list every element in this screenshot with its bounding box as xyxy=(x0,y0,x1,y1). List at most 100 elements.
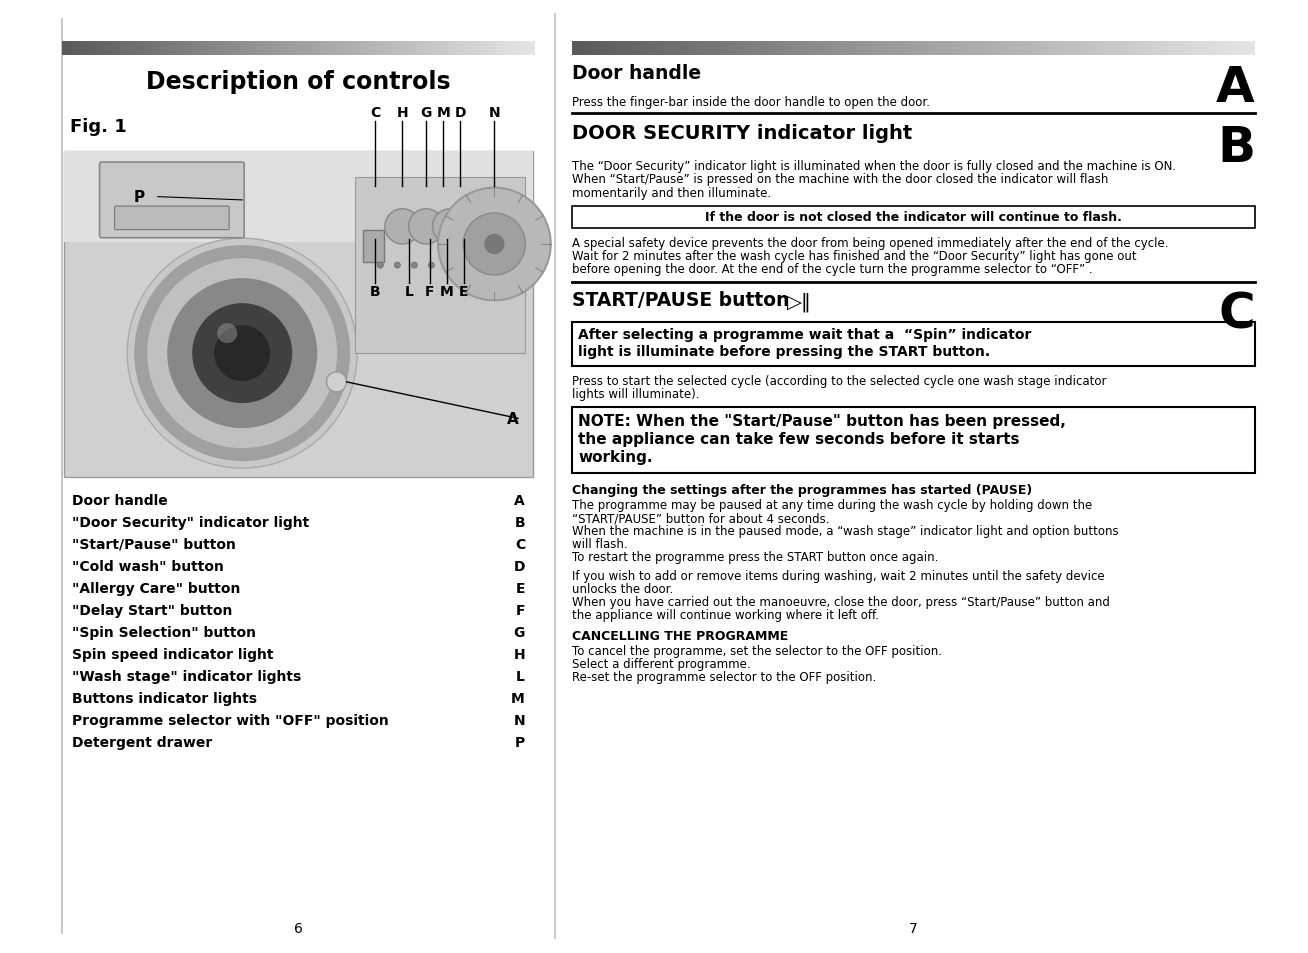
Text: Door handle: Door handle xyxy=(72,494,167,507)
Circle shape xyxy=(135,246,351,461)
FancyBboxPatch shape xyxy=(99,163,245,238)
Text: before opening the door. At the end of the cycle turn the programme selector to : before opening the door. At the end of t… xyxy=(572,263,1092,276)
Text: H: H xyxy=(396,106,408,120)
Circle shape xyxy=(394,263,400,269)
Text: Select a different programme.: Select a different programme. xyxy=(572,658,751,670)
Bar xyxy=(354,178,525,354)
Text: "Cold wash" button: "Cold wash" button xyxy=(72,559,224,574)
Text: lights will illuminate).: lights will illuminate). xyxy=(572,388,700,401)
Bar xyxy=(572,206,1254,229)
Text: M: M xyxy=(437,106,450,120)
Text: Programme selector with "OFF" position: Programme selector with "OFF" position xyxy=(72,713,388,727)
Circle shape xyxy=(167,279,318,429)
Text: F: F xyxy=(515,603,525,618)
Circle shape xyxy=(433,210,468,245)
Circle shape xyxy=(484,234,505,254)
Text: "Delay Start" button: "Delay Start" button xyxy=(72,603,233,618)
FancyBboxPatch shape xyxy=(115,207,229,231)
Text: "Wash stage" indicator lights: "Wash stage" indicator lights xyxy=(72,669,301,683)
Text: A: A xyxy=(1216,64,1254,112)
Text: To restart the programme press the START button once again.: To restart the programme press the START… xyxy=(572,551,938,563)
Text: Detergent drawer: Detergent drawer xyxy=(72,735,212,749)
Text: Description of controls: Description of controls xyxy=(146,70,451,94)
Text: Wait for 2 minutes after the wash cycle has finished and the “Door Security” lig: Wait for 2 minutes after the wash cycle … xyxy=(572,250,1137,263)
Text: Re-set the programme selector to the OFF position.: Re-set the programme selector to the OFF… xyxy=(572,670,876,683)
Text: momentarily and then illuminate.: momentarily and then illuminate. xyxy=(572,187,772,200)
Text: E: E xyxy=(515,581,525,596)
Text: C: C xyxy=(1218,291,1254,338)
Text: Buttons indicator lights: Buttons indicator lights xyxy=(72,691,256,705)
Text: unlocks the door.: unlocks the door. xyxy=(572,582,674,596)
Text: To cancel the programme, set the selector to the OFF position.: To cancel the programme, set the selecto… xyxy=(572,644,942,658)
Text: Fig. 1: Fig. 1 xyxy=(71,118,127,136)
Circle shape xyxy=(217,324,237,344)
Text: NOTE: When the "Start/Pause" button has been pressed,: NOTE: When the "Start/Pause" button has … xyxy=(578,414,1066,429)
Text: "Start/Pause" button: "Start/Pause" button xyxy=(72,537,235,552)
Text: 7: 7 xyxy=(909,921,918,935)
Circle shape xyxy=(327,373,347,393)
Bar xyxy=(64,152,532,243)
Text: B: B xyxy=(514,516,525,530)
Text: If you wish to add or remove items during washing, wait 2 minutes until the safe: If you wish to add or remove items durin… xyxy=(572,569,1105,582)
Bar xyxy=(572,408,1254,474)
Circle shape xyxy=(463,213,526,275)
Bar xyxy=(364,231,383,262)
Circle shape xyxy=(127,239,357,469)
Text: When the machine is in the paused mode, a “wash stage” indicator light and optio: When the machine is in the paused mode, … xyxy=(572,524,1118,537)
Text: When you have carried out the manoeuvre, close the door, press “Start/Pause” but: When you have carried out the manoeuvre,… xyxy=(572,596,1110,608)
Text: Changing the settings after the programmes has started (PAUSE): Changing the settings after the programm… xyxy=(572,483,1032,497)
Text: "Spin Selection" button: "Spin Selection" button xyxy=(72,625,256,639)
Text: A: A xyxy=(508,412,519,426)
Circle shape xyxy=(385,210,420,245)
Text: N: N xyxy=(489,106,500,120)
Circle shape xyxy=(438,189,551,301)
Text: A: A xyxy=(514,494,525,507)
Text: "Door Security" indicator light: "Door Security" indicator light xyxy=(72,516,309,530)
Text: Press to start the selected cycle (according to the selected cycle one wash stag: Press to start the selected cycle (accor… xyxy=(572,375,1107,388)
Text: C: C xyxy=(370,106,381,120)
Text: L: L xyxy=(517,669,525,683)
Text: “START/PAUSE” button for about 4 seconds.: “START/PAUSE” button for about 4 seconds… xyxy=(572,512,829,524)
Bar xyxy=(64,152,532,477)
Text: will flash.: will flash. xyxy=(572,537,628,551)
Text: L: L xyxy=(404,284,413,298)
Text: B: B xyxy=(1216,124,1254,172)
Text: "Allergy Care" button: "Allergy Care" button xyxy=(72,581,241,596)
Text: F: F xyxy=(425,284,434,298)
Text: light is illuminate before pressing the START button.: light is illuminate before pressing the … xyxy=(578,345,990,358)
Circle shape xyxy=(148,259,337,449)
Text: A special safety device prevents the door from being opened immediately after th: A special safety device prevents the doo… xyxy=(572,236,1168,250)
Text: G: G xyxy=(421,106,432,120)
Text: C: C xyxy=(515,537,525,552)
Text: Door handle: Door handle xyxy=(572,64,701,83)
Text: E: E xyxy=(459,284,468,298)
Circle shape xyxy=(215,326,271,382)
Text: 6: 6 xyxy=(294,921,303,935)
Text: P: P xyxy=(133,190,145,205)
Text: D: D xyxy=(455,106,466,120)
Text: If the door is not closed the indicator will continue to flash.: If the door is not closed the indicator … xyxy=(705,211,1122,224)
Text: the appliance can take few seconds before it starts: the appliance can take few seconds befor… xyxy=(578,432,1019,447)
Text: After selecting a programme wait that a  “Spin” indicator: After selecting a programme wait that a … xyxy=(578,328,1032,341)
Text: B: B xyxy=(370,284,381,298)
Text: START/PAUSE button: START/PAUSE button xyxy=(572,291,789,310)
Circle shape xyxy=(408,210,443,245)
Text: CANCELLING THE PROGRAMME: CANCELLING THE PROGRAMME xyxy=(572,629,789,642)
Text: DOOR SECURITY indicator light: DOOR SECURITY indicator light xyxy=(572,124,912,143)
Text: the appliance will continue working where it left off.: the appliance will continue working wher… xyxy=(572,608,879,621)
Text: Press the finger-bar inside the door handle to open the door.: Press the finger-bar inside the door han… xyxy=(572,96,930,109)
Text: Spin speed indicator light: Spin speed indicator light xyxy=(72,647,273,661)
Text: When “Start/Pause” is pressed on the machine with the door closed the indicator : When “Start/Pause” is pressed on the mac… xyxy=(572,173,1108,186)
Text: P: P xyxy=(515,735,525,749)
Bar xyxy=(572,323,1254,367)
Text: M: M xyxy=(511,691,525,705)
Circle shape xyxy=(429,263,434,269)
Circle shape xyxy=(411,263,417,269)
Text: D: D xyxy=(514,559,525,574)
Text: G: G xyxy=(514,625,525,639)
Text: The “Door Security” indicator light is illuminated when the door is fully closed: The “Door Security” indicator light is i… xyxy=(572,160,1176,172)
Text: working.: working. xyxy=(578,450,653,464)
Circle shape xyxy=(377,263,383,269)
Circle shape xyxy=(192,304,292,404)
Text: M: M xyxy=(439,284,454,298)
